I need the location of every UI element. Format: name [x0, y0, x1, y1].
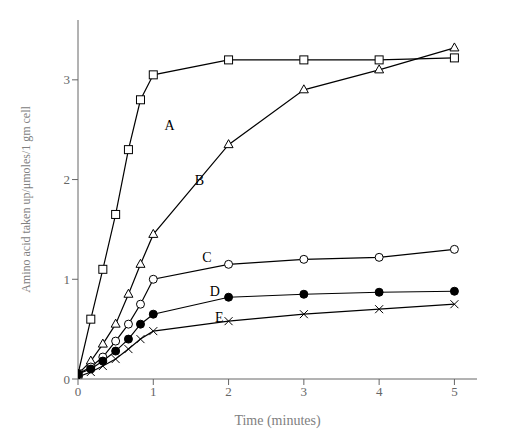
svg-text:3: 3	[301, 384, 308, 399]
svg-text:A: A	[165, 118, 176, 133]
svg-text:0: 0	[64, 372, 71, 387]
svg-text:4: 4	[376, 384, 383, 399]
svg-text:5: 5	[451, 384, 458, 399]
svg-text:B: B	[195, 173, 204, 188]
svg-text:0: 0	[75, 384, 82, 399]
svg-text:1: 1	[64, 272, 71, 287]
svg-text:3: 3	[64, 72, 71, 87]
svg-text:Time (minutes): Time (minutes)	[234, 413, 321, 429]
svg-text:2: 2	[64, 172, 71, 187]
svg-text:D: D	[210, 284, 220, 299]
svg-text:E: E	[215, 310, 224, 325]
svg-text:C: C	[202, 250, 211, 265]
svg-text:Amino acid taken up/μmoles/1 g: Amino acid taken up/μmoles/1 gm cell	[19, 105, 33, 292]
svg-text:2: 2	[225, 384, 232, 399]
svg-text:1: 1	[150, 384, 157, 399]
